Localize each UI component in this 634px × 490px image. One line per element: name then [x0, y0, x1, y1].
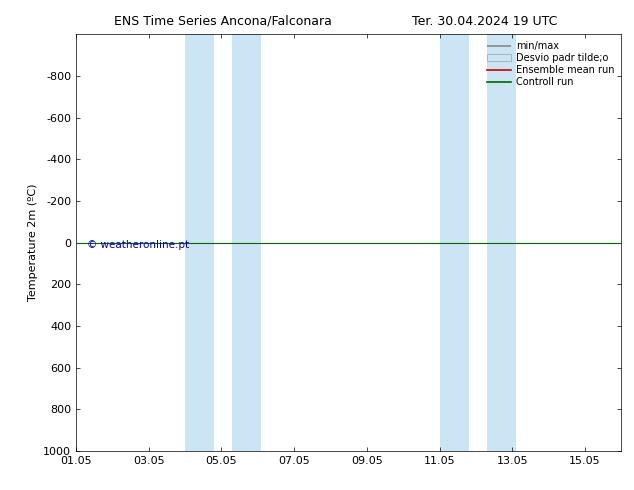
Bar: [185, 34, 214, 451]
Bar: [233, 34, 261, 451]
Text: © weatheronline.pt: © weatheronline.pt: [87, 240, 189, 249]
Legend: min/max, Desvio padr tilde;o, Ensemble mean run, Controll run: min/max, Desvio padr tilde;o, Ensemble m…: [485, 39, 616, 89]
Text: Ter. 30.04.2024 19 UTC: Ter. 30.04.2024 19 UTC: [412, 15, 557, 28]
Y-axis label: Temperature 2m (ºC): Temperature 2m (ºC): [28, 184, 37, 301]
Text: ENS Time Series Ancona/Falconara: ENS Time Series Ancona/Falconara: [114, 15, 332, 28]
Bar: [487, 34, 516, 451]
Bar: [439, 34, 469, 451]
